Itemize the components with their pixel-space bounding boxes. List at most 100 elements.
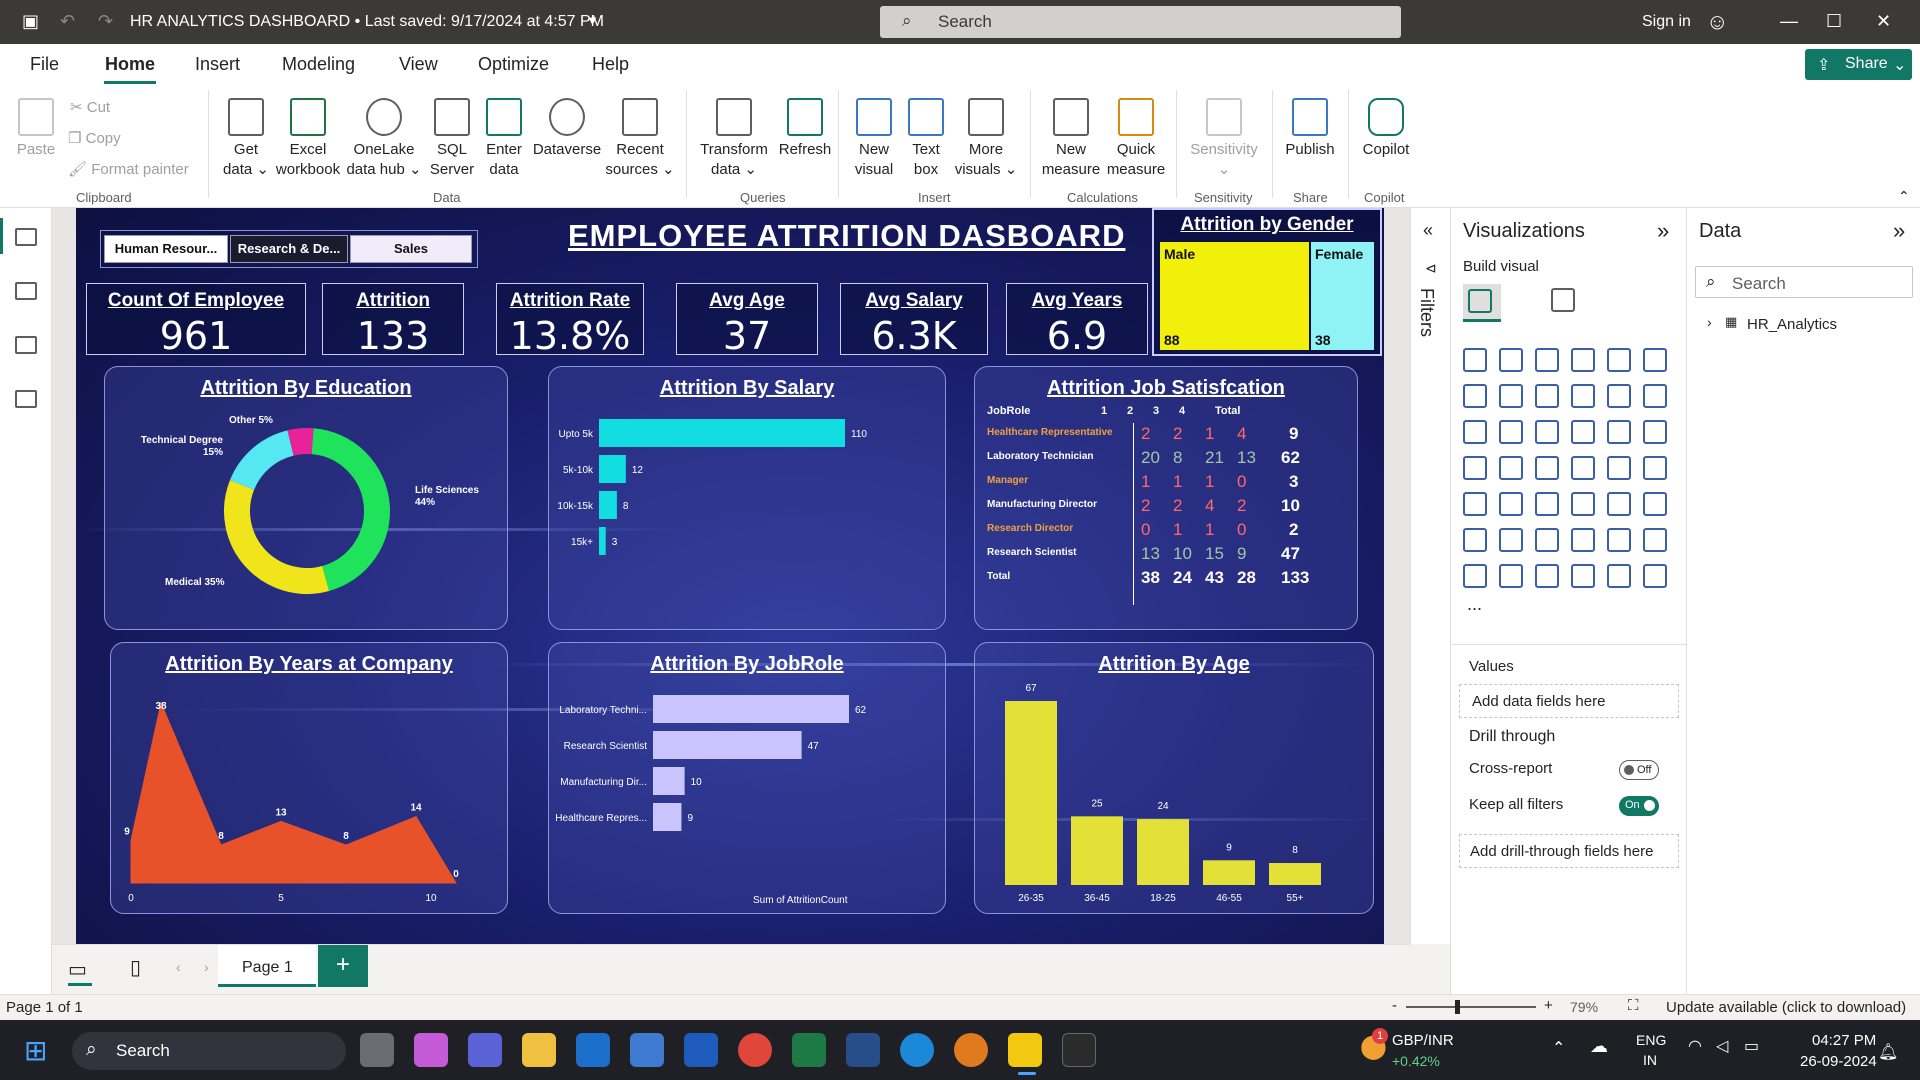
task-view-icon[interactable] xyxy=(360,1033,394,1067)
get-data-button[interactable]: Get data ⌄ xyxy=(220,98,272,180)
panel-attrition-by-education[interactable]: Attrition By Education Other 5% Technica… xyxy=(104,366,508,630)
copy-button[interactable]: ❐ Copy xyxy=(68,129,121,147)
visual-type-icon[interactable] xyxy=(1607,492,1631,516)
sensitivity-button[interactable]: Sensitivity ⌄ xyxy=(1186,98,1262,180)
visual-type-icon[interactable] xyxy=(1643,492,1667,516)
gender-male-tile[interactable]: Male 88 xyxy=(1160,242,1309,350)
publish-button[interactable]: Publish xyxy=(1280,98,1340,160)
report-view-icon[interactable] xyxy=(15,228,37,246)
dax-query-view-icon[interactable] xyxy=(15,390,37,408)
menu-home[interactable]: Home xyxy=(105,54,155,75)
visual-type-icon[interactable] xyxy=(1535,528,1559,552)
zoom-out-icon[interactable]: - xyxy=(1392,997,1397,1014)
close-icon[interactable]: ✕ xyxy=(1876,11,1891,32)
panel-attrition-by-jobrole[interactable]: Attrition By JobRole Laboratory Techni..… xyxy=(548,642,946,914)
redo-icon[interactable]: ↷ xyxy=(98,11,113,32)
data-search-input[interactable]: ⌕ Search xyxy=(1695,266,1913,298)
jupyter-icon[interactable] xyxy=(954,1033,988,1067)
notifications-bell-icon[interactable]: 🔔︎ xyxy=(1878,1042,1898,1062)
sign-in-link[interactable]: Sign in xyxy=(1642,13,1691,31)
menu-modeling[interactable]: Modeling xyxy=(282,54,355,75)
visual-type-icon[interactable] xyxy=(1607,420,1631,444)
menu-view[interactable]: View xyxy=(399,54,438,75)
more-visuals-button[interactable]: More visuals ⌄ xyxy=(952,98,1020,180)
windows-start-icon[interactable]: ⊞ xyxy=(24,1034,47,1067)
enter-data-button[interactable]: Enter data xyxy=(478,98,530,180)
desktop-layout-icon[interactable]: ▭ xyxy=(68,957,87,982)
copilot-button[interactable]: Copilot xyxy=(1356,98,1416,160)
format-visual-icon[interactable] xyxy=(1551,288,1575,312)
paste-button[interactable]: Paste xyxy=(14,98,58,160)
search-box[interactable]: ⌕ Search xyxy=(880,6,1401,38)
visual-type-icon[interactable] xyxy=(1571,348,1595,372)
visual-type-icon[interactable] xyxy=(1499,492,1523,516)
language-code[interactable]: ENG xyxy=(1636,1032,1666,1048)
visual-type-icon[interactable] xyxy=(1535,384,1559,408)
gender-female-tile[interactable]: Female 38 xyxy=(1311,242,1374,350)
visual-type-icon[interactable] xyxy=(1463,492,1487,516)
visual-type-icon[interactable] xyxy=(1607,564,1631,588)
menu-optimize[interactable]: Optimize xyxy=(478,54,549,75)
build-visual-tab[interactable] xyxy=(1463,284,1501,322)
visual-type-icon[interactable] xyxy=(1463,384,1487,408)
save-icon[interactable]: ▣ xyxy=(22,11,39,32)
values-drop-zone[interactable]: Add data fields here xyxy=(1459,684,1679,718)
zoom-in-icon[interactable]: + xyxy=(1544,997,1553,1014)
visual-type-icon[interactable] xyxy=(1571,492,1595,516)
volume-icon[interactable]: ◁ xyxy=(1716,1036,1728,1056)
chevron-right-icon[interactable]: › xyxy=(1707,314,1712,330)
chrome-icon[interactable] xyxy=(738,1033,772,1067)
title-dropdown-icon[interactable]: ▼ xyxy=(586,13,599,28)
chevron-up-icon[interactable]: ⌃ xyxy=(1552,1038,1565,1058)
visual-type-icon[interactable] xyxy=(1643,384,1667,408)
teams-icon[interactable] xyxy=(468,1033,502,1067)
quick-measure-button[interactable]: Quick measure xyxy=(1104,98,1168,180)
visual-type-icon[interactable] xyxy=(1499,348,1523,372)
refresh-button[interactable]: Refresh xyxy=(772,98,838,160)
visual-type-icon[interactable] xyxy=(1463,456,1487,480)
dell-icon[interactable] xyxy=(576,1033,610,1067)
file-explorer-icon[interactable] xyxy=(522,1033,556,1067)
visual-type-icon[interactable] xyxy=(1499,528,1523,552)
more-visuals-ellipsis[interactable]: ... xyxy=(1467,594,1482,615)
tab-page-1[interactable]: Page 1 xyxy=(218,945,316,987)
stock-name[interactable]: GBP/INR xyxy=(1392,1032,1454,1049)
next-page-icon[interactable]: › xyxy=(204,959,209,975)
recent-sources-button[interactable]: Recent sources ⌄ xyxy=(604,98,676,180)
visual-type-icon[interactable] xyxy=(1607,456,1631,480)
zoom-slider-thumb[interactable] xyxy=(1455,1000,1460,1014)
visual-type-icon[interactable] xyxy=(1643,420,1667,444)
visual-type-icon[interactable] xyxy=(1643,456,1667,480)
vscode-icon[interactable] xyxy=(846,1033,880,1067)
panel-attrition-by-salary[interactable]: Attrition By Salary Upto 5k 110 5k-10k 12 10… xyxy=(548,366,946,630)
wifi-icon[interactable]: ◠ xyxy=(1688,1036,1702,1056)
panel-attrition-by-years[interactable]: Attrition By Years at Company 9 38 8 13 8 14 0… xyxy=(110,642,508,914)
format-painter-button[interactable]: 🖌 Format painter xyxy=(68,160,189,178)
new-measure-button[interactable]: New measure xyxy=(1040,98,1102,180)
visual-type-icon[interactable] xyxy=(1499,564,1523,588)
share-button[interactable]: ⇪ Share ⌄ xyxy=(1805,49,1912,80)
word-icon[interactable] xyxy=(684,1033,718,1067)
table-hr-analytics[interactable]: HR_Analytics xyxy=(1747,316,1837,333)
cut-button[interactable]: ✂ Cut xyxy=(70,98,110,116)
menu-file[interactable]: File xyxy=(30,54,59,75)
text-box-button[interactable]: Text box xyxy=(902,98,950,180)
power-bi-icon[interactable] xyxy=(1008,1033,1042,1067)
expand-filters-icon[interactable]: « xyxy=(1423,220,1433,241)
collapse-viz-icon[interactable]: » xyxy=(1657,218,1669,244)
visual-type-icon[interactable] xyxy=(1607,528,1631,552)
visual-type-icon[interactable] xyxy=(1499,384,1523,408)
visual-type-icon[interactable] xyxy=(1499,456,1523,480)
visual-type-icon[interactable] xyxy=(1607,384,1631,408)
taskbar-search[interactable]: ⌕ Search xyxy=(72,1032,346,1070)
visual-type-icon[interactable] xyxy=(1499,420,1523,444)
account-icon[interactable]: ☺ xyxy=(1706,9,1728,35)
undo-icon[interactable]: ↶ xyxy=(60,11,75,32)
collapse-data-icon[interactable]: » xyxy=(1893,218,1905,244)
visual-type-icon[interactable] xyxy=(1535,420,1559,444)
filters-pane-collapsed[interactable]: « ⊲ Filters xyxy=(1410,208,1450,944)
visual-type-icon[interactable] xyxy=(1571,420,1595,444)
menu-insert[interactable]: Insert xyxy=(195,54,240,75)
visual-type-icon[interactable] xyxy=(1643,564,1667,588)
visual-type-icon[interactable] xyxy=(1535,348,1559,372)
